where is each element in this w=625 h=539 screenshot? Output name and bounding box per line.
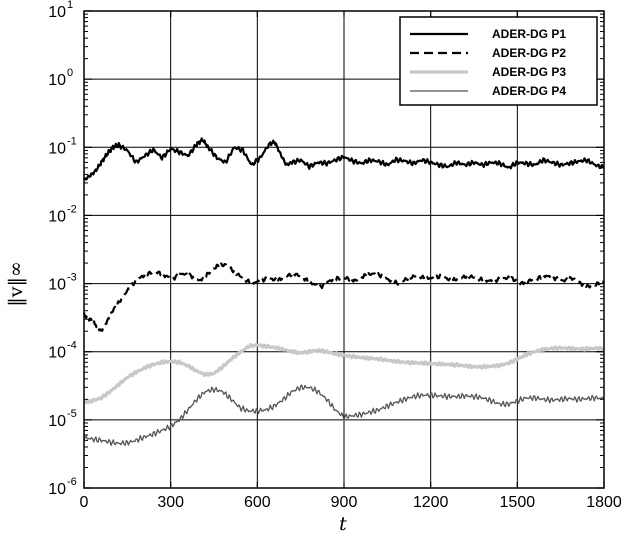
y-tick-exponent: -6 xyxy=(67,476,77,488)
y-tick-label: 10 xyxy=(48,345,66,362)
y-tick-label: 10 xyxy=(48,72,66,89)
x-tick-label: 1200 xyxy=(413,494,449,511)
x-tick-label: 1500 xyxy=(500,494,536,511)
x-axis-label: t xyxy=(339,513,347,535)
legend-label: ADER-DG P3 xyxy=(492,65,566,79)
y-tick-label: 10 xyxy=(48,140,66,157)
y-tick-label: 10 xyxy=(48,4,66,21)
legend-label: ADER-DG P4 xyxy=(492,84,566,98)
y-tick-exponent: 1 xyxy=(67,0,73,11)
y-tick-label: 10 xyxy=(48,208,66,225)
y-tick-exponent: -3 xyxy=(67,272,77,284)
y-axis-label: ‖v‖∞ xyxy=(5,261,27,307)
y-tick-exponent: -4 xyxy=(67,340,77,352)
y-tick-label: 10 xyxy=(48,481,66,498)
x-tick-label: 900 xyxy=(331,494,358,511)
y-tick-exponent: -5 xyxy=(67,408,77,420)
x-tick-label: 300 xyxy=(157,494,184,511)
y-tick-exponent: -2 xyxy=(67,203,77,215)
x-tick-label: 1800 xyxy=(586,494,622,511)
y-tick-label: 10 xyxy=(48,277,66,294)
x-tick-label: 600 xyxy=(244,494,271,511)
y-tick-exponent: -1 xyxy=(67,135,77,147)
x-tick-label: 0 xyxy=(80,494,89,511)
y-tick-exponent: 0 xyxy=(67,67,73,79)
legend-label: ADER-DG P1 xyxy=(492,27,566,41)
legend-label: ADER-DG P2 xyxy=(492,46,566,60)
y-tick-label: 10 xyxy=(48,413,66,430)
legend: ADER-DG P1 ADER-DG P2 ADER-DG P3 ADER-DG P4 xyxy=(400,17,597,105)
